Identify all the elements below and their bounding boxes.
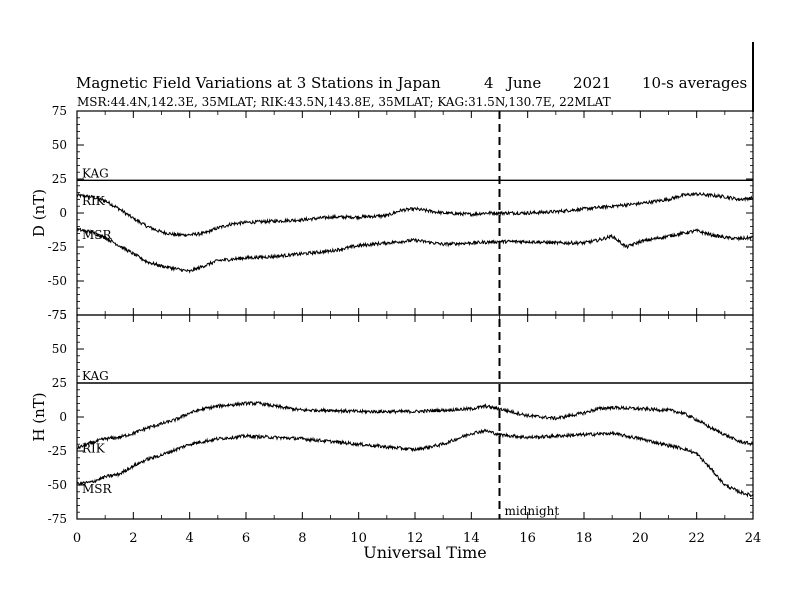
date-month: June (505, 74, 541, 92)
x-tick-label: 14 (463, 531, 480, 546)
y-tick-label: 75 (52, 104, 67, 118)
y-tick-label: -50 (48, 274, 67, 288)
x-tick-label: 2 (129, 531, 137, 546)
series-label-rik: RIK (82, 194, 106, 208)
d-panel: 75 50 25 0 -25 -50 -75 D (nT) KAG RIK MSR (30, 104, 754, 322)
x-tick-label: 4 (186, 531, 194, 546)
y-tick-label: 0 (59, 206, 67, 220)
series-label-rik: RIK (82, 441, 106, 455)
series-line-msr (76, 227, 754, 274)
y-tick-label: -25 (48, 444, 67, 458)
x-tick-label: 22 (688, 531, 705, 546)
y-tick-label: -75 (48, 512, 67, 526)
y-tick-label: 50 (52, 342, 67, 356)
x-tick-label: 0 (73, 531, 81, 546)
series-label-kag: KAG (82, 166, 109, 180)
x-tick-label: 20 (632, 531, 649, 546)
chart-title: Magnetic Field Variations at 3 Stations … (76, 74, 441, 92)
x-tick-label: 10 (350, 531, 367, 546)
y-axis-label: H (nT) (30, 392, 48, 441)
y-tick-label: -25 (48, 240, 67, 254)
x-axis: 0 2 4 6 8 10 12 14 16 18 20 22 24 (73, 111, 761, 546)
y-tick-label: 25 (52, 172, 67, 186)
x-tick-label: 8 (298, 531, 306, 546)
panel-frame (76, 110, 754, 316)
averaging-label: 10-s averages (642, 74, 747, 92)
series-line-msr (76, 428, 754, 498)
stations-info: MSR:44.4N,142.3E, 35MLAT; RIK:43.5N,143.… (77, 95, 611, 109)
date-year: 2021 (573, 74, 611, 92)
y-tick-label: 0 (59, 410, 67, 424)
date-day: 4 (484, 74, 494, 92)
series-line-rik (76, 400, 754, 450)
y-tick-label: 75 (52, 308, 67, 322)
y-tick-label: -75 (48, 308, 67, 322)
series-line-rik (76, 191, 754, 238)
y-tick-label: 50 (52, 138, 67, 152)
x-tick-label: 24 (745, 531, 762, 546)
y-tick-label: 25 (52, 376, 67, 390)
series-label-kag: KAG (82, 369, 109, 383)
x-axis-label: Universal Time (363, 543, 486, 562)
x-tick-label: 18 (576, 531, 593, 546)
x-tick-label: 16 (519, 531, 536, 546)
x-tick-label: 6 (242, 531, 250, 546)
series-label-msr: MSR (82, 228, 113, 242)
x-tick-label: 12 (407, 531, 424, 546)
series-label-msr: MSR (82, 482, 113, 496)
y-axis-label: D (nT) (30, 189, 48, 237)
midnight-label: midnight (505, 504, 560, 518)
h-panel: 75 50 25 0 -25 -50 -75 H (nT) KAG RIK MSR (30, 308, 754, 526)
y-tick-label: -50 (48, 478, 67, 492)
